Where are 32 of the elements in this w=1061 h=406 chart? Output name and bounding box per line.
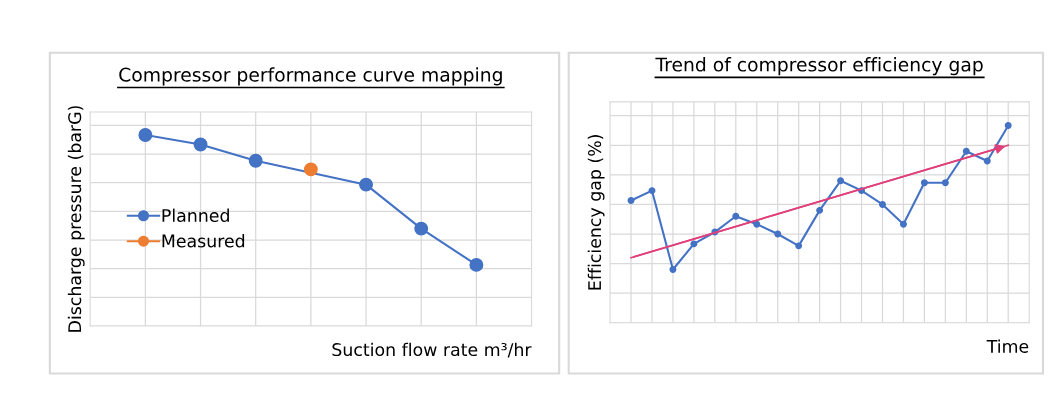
legend-label: Planned <box>162 208 229 223</box>
x-axis-title: Suction flow rate m³/hr <box>332 342 532 358</box>
point <box>795 242 803 250</box>
chart-title: Trend of compressor efficiency gap <box>655 57 983 76</box>
point <box>899 220 907 228</box>
point <box>303 162 318 177</box>
x-axis-title: Time <box>986 339 1029 353</box>
legend-label: Measured <box>162 234 245 248</box>
point <box>1004 122 1012 130</box>
point <box>690 240 698 248</box>
point <box>920 179 928 187</box>
point <box>962 147 970 155</box>
y-axis-title: Efficiency gap (%) <box>587 135 605 290</box>
point <box>469 257 484 272</box>
point <box>359 177 373 192</box>
point <box>193 137 208 152</box>
point <box>732 212 740 220</box>
point <box>941 179 949 187</box>
point <box>248 153 263 168</box>
point <box>879 200 886 208</box>
chart-title: Compressor performance curve mapping <box>119 67 502 86</box>
point <box>414 221 429 236</box>
point <box>138 128 153 142</box>
point <box>753 220 761 228</box>
y-axis-title: Discharge pressure (barG) <box>67 106 85 332</box>
point <box>669 266 677 273</box>
point <box>983 157 991 165</box>
point <box>837 177 845 185</box>
point <box>774 230 782 238</box>
point <box>816 206 824 214</box>
point <box>627 197 635 204</box>
point <box>648 187 656 195</box>
